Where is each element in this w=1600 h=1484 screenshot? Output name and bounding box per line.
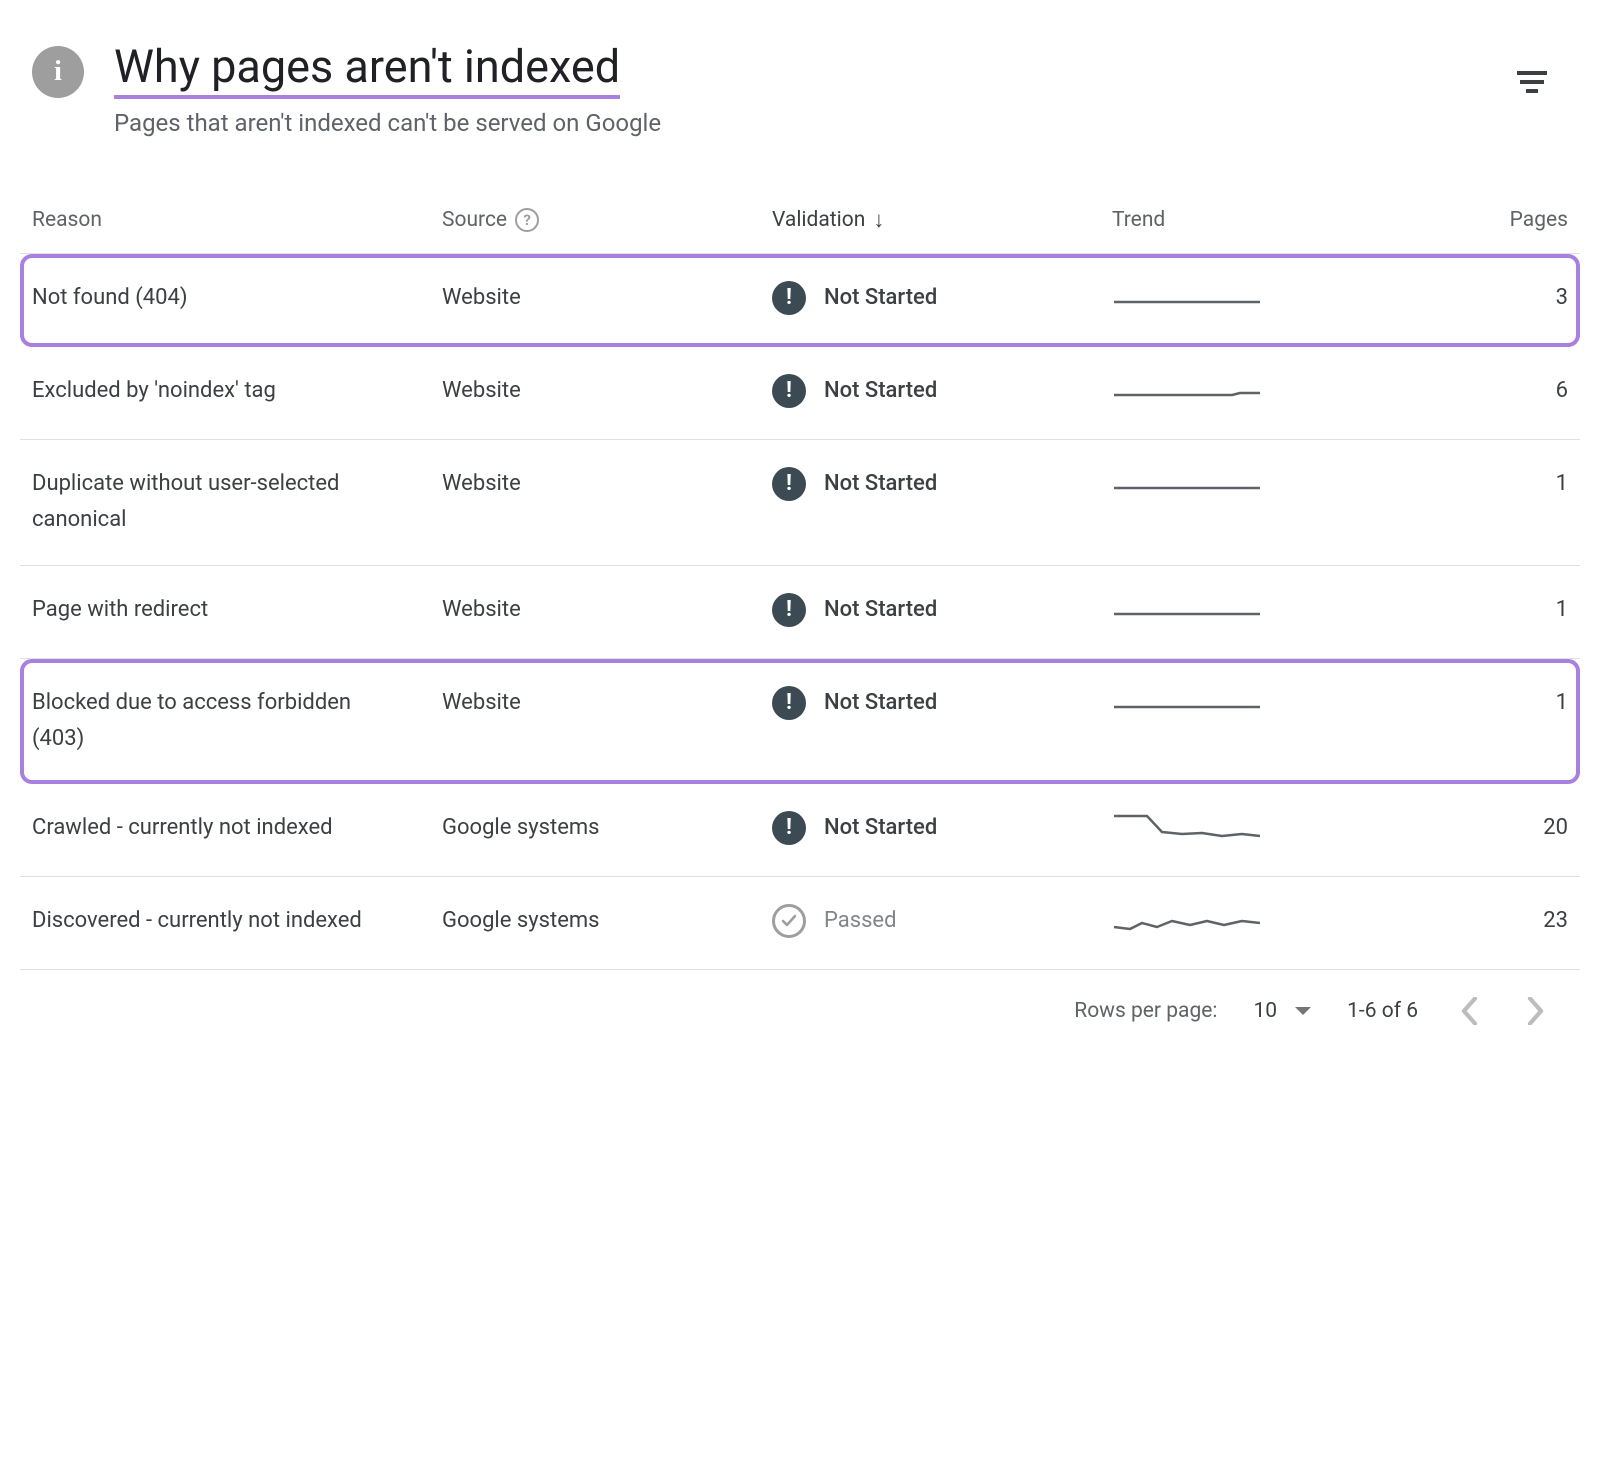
trend-sparkline <box>1112 373 1262 413</box>
source-cell: Website <box>442 280 772 316</box>
source-cell: Google systems <box>442 810 772 846</box>
alert-icon: ! <box>772 686 806 720</box>
column-header-validation[interactable]: Validation ↓ <box>772 207 1112 233</box>
info-icon: i <box>32 46 84 98</box>
reason-cell: Crawled - currently not indexed <box>32 810 442 846</box>
column-header-source[interactable]: Source ? <box>442 207 772 233</box>
reasons-table: Reason Source ? Validation ↓ Trend Pages… <box>20 177 1580 970</box>
pages-cell: 23 <box>1412 903 1568 939</box>
page-title: Why pages aren't indexed <box>114 40 620 99</box>
rows-per-page-value: 10 <box>1253 999 1277 1023</box>
source-cell: Website <box>442 373 772 409</box>
validation-cell: ! Not Started <box>772 685 1112 721</box>
sort-arrow-down-icon: ↓ <box>873 207 884 233</box>
validation-label: Not Started <box>824 466 937 502</box>
column-header-reason[interactable]: Reason <box>32 207 442 233</box>
trend-cell <box>1112 280 1412 320</box>
filter-icon[interactable] <box>1514 64 1550 100</box>
reason-cell: Excluded by 'noindex' tag <box>32 373 442 409</box>
pages-cell: 20 <box>1412 810 1568 846</box>
column-header-source-label: Source <box>442 208 507 232</box>
trend-sparkline <box>1112 592 1262 632</box>
pages-cell: 1 <box>1412 466 1568 502</box>
pages-cell: 6 <box>1412 373 1568 409</box>
rows-per-page-label: Rows per page: <box>1074 999 1217 1023</box>
trend-cell <box>1112 685 1412 725</box>
next-page-button[interactable] <box>1520 996 1550 1026</box>
table-row[interactable]: Discovered - currently not indexedGoogle… <box>20 877 1580 970</box>
column-header-trend[interactable]: Trend <box>1112 207 1412 233</box>
validation-cell: Passed <box>772 903 1112 939</box>
pages-cell: 1 <box>1412 685 1568 721</box>
page-subtitle: Pages that aren't indexed can't be serve… <box>114 109 1484 137</box>
column-header-pages[interactable]: Pages <box>1412 207 1568 233</box>
check-icon <box>772 904 806 938</box>
source-cell: Google systems <box>442 903 772 939</box>
validation-label: Passed <box>824 903 897 939</box>
table-row[interactable]: Excluded by 'noindex' tagWebsite! Not Sta… <box>20 347 1580 440</box>
reason-cell: Not found (404) <box>32 280 442 316</box>
validation-label: Not Started <box>824 685 937 721</box>
table-row[interactable]: Page with redirectWebsite! Not Started 1 <box>20 566 1580 659</box>
table-row[interactable]: Crawled - currently not indexedGoogle sy… <box>20 784 1580 877</box>
alert-icon: ! <box>772 811 806 845</box>
table-row[interactable]: Not found (404)Website! Not Started 3 <box>20 254 1580 347</box>
reason-cell: Page with redirect <box>32 592 442 628</box>
help-icon[interactable]: ? <box>515 208 539 232</box>
validation-cell: ! Not Started <box>772 592 1112 628</box>
pages-cell: 3 <box>1412 280 1568 316</box>
source-cell: Website <box>442 685 772 721</box>
alert-icon: ! <box>772 281 806 315</box>
trend-sparkline <box>1112 685 1262 725</box>
trend-cell <box>1112 466 1412 506</box>
trend-sparkline <box>1112 903 1262 943</box>
alert-icon: ! <box>772 593 806 627</box>
source-cell: Website <box>442 592 772 628</box>
validation-cell: ! Not Started <box>772 466 1112 502</box>
validation-label: Not Started <box>824 373 937 409</box>
validation-label: Not Started <box>824 280 937 316</box>
validation-cell: ! Not Started <box>772 280 1112 316</box>
trend-sparkline <box>1112 810 1262 850</box>
source-cell: Website <box>442 466 772 502</box>
validation-label: Not Started <box>824 592 937 628</box>
column-header-validation-label: Validation <box>772 208 865 232</box>
table-header-row: Reason Source ? Validation ↓ Trend Pages <box>20 177 1580 254</box>
reason-cell: Blocked due to access forbidden (403) <box>32 685 442 758</box>
alert-icon: ! <box>772 374 806 408</box>
trend-cell <box>1112 592 1412 632</box>
validation-cell: ! Not Started <box>772 810 1112 846</box>
dropdown-triangle-icon <box>1295 1007 1311 1015</box>
validation-label: Not Started <box>824 810 937 846</box>
table-pager: Rows per page: 10 1-6 of 6 <box>20 970 1580 1036</box>
report-header: i Why pages aren't indexed Pages that ar… <box>20 20 1580 177</box>
previous-page-button[interactable] <box>1454 996 1484 1026</box>
trend-sparkline <box>1112 466 1262 506</box>
pager-range: 1-6 of 6 <box>1347 999 1418 1023</box>
table-row[interactable]: Duplicate without user-selected canonica… <box>20 440 1580 566</box>
reason-cell: Duplicate without user-selected canonica… <box>32 466 442 539</box>
table-row[interactable]: Blocked due to access forbidden (403)Web… <box>20 659 1580 785</box>
trend-cell <box>1112 373 1412 413</box>
validation-cell: ! Not Started <box>772 373 1112 409</box>
pages-cell: 1 <box>1412 592 1568 628</box>
header-text-block: Why pages aren't indexed Pages that aren… <box>114 40 1484 137</box>
rows-per-page-select[interactable]: 10 <box>1253 999 1311 1023</box>
trend-cell <box>1112 810 1412 850</box>
trend-sparkline <box>1112 280 1262 320</box>
alert-icon: ! <box>772 467 806 501</box>
trend-cell <box>1112 903 1412 943</box>
reason-cell: Discovered - currently not indexed <box>32 903 442 939</box>
